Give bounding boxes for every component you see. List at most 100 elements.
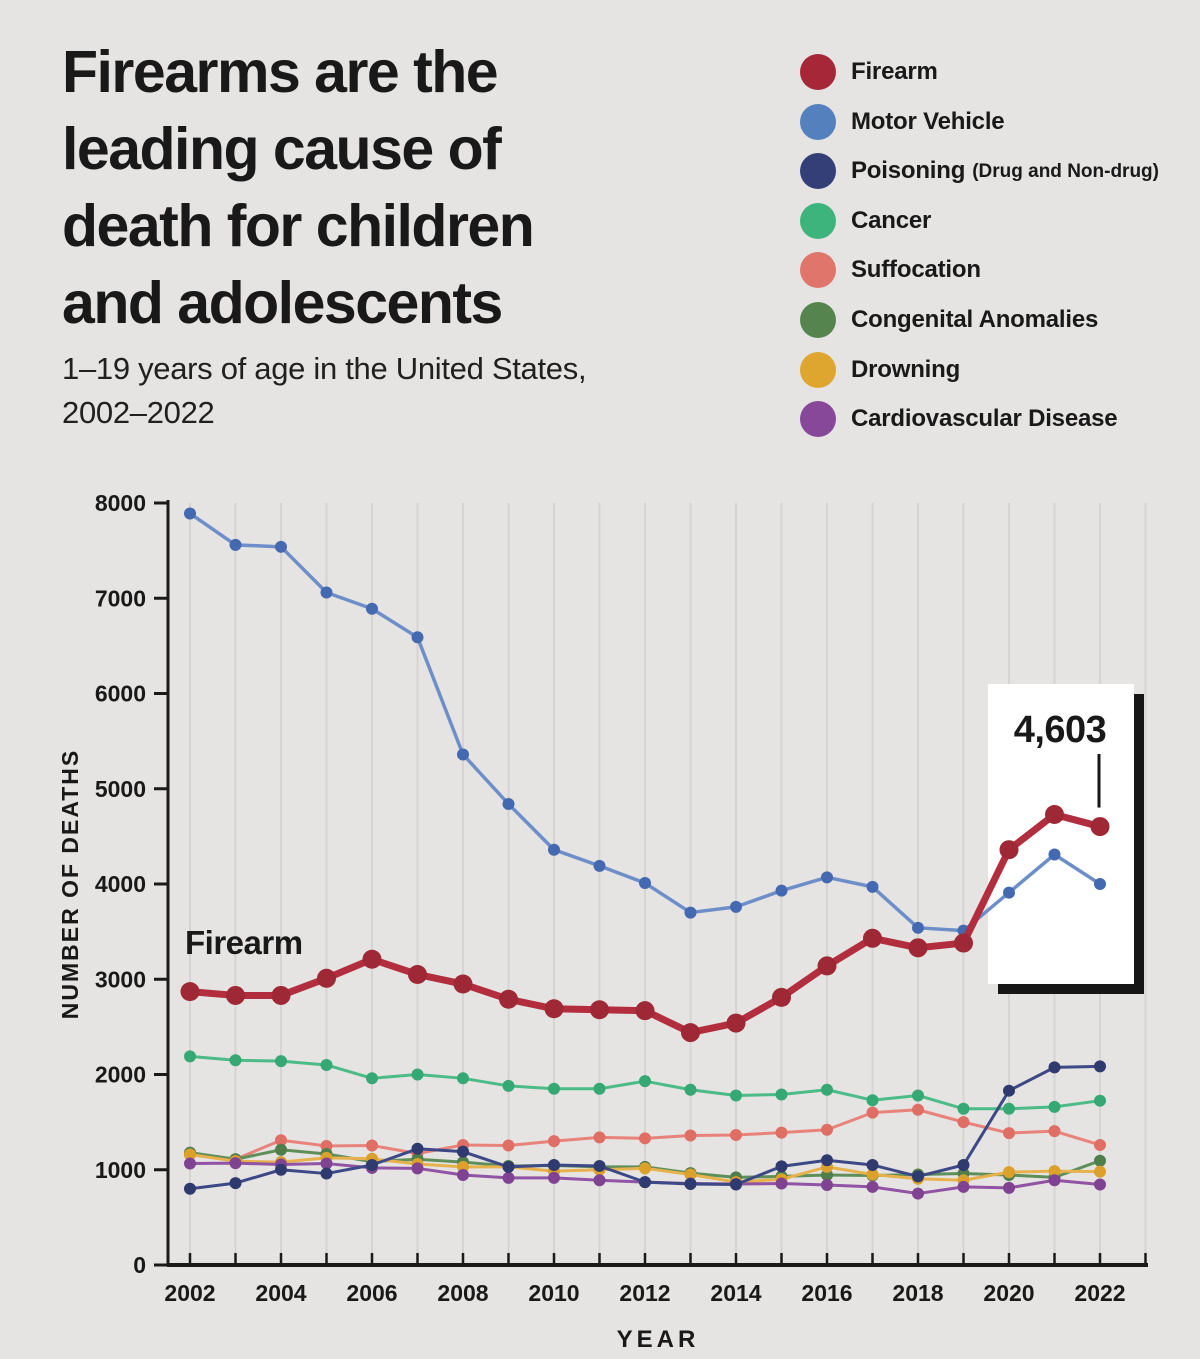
- series-dot-cardiovascular-disease-2019: [957, 1180, 970, 1193]
- series-dot-motor-vehicle-2008: [457, 748, 469, 761]
- series-dot-poisoning-drug-and-non-drug-2008: [457, 1145, 469, 1158]
- series-dot-suffocation-2018: [912, 1103, 924, 1116]
- series-dot-motor-vehicle-2020: [1003, 886, 1015, 899]
- y-tick-label: 3000: [95, 966, 146, 992]
- series-dot-motor-vehicle-2005: [320, 586, 333, 599]
- series-dot-firearm-2009: [499, 989, 518, 1009]
- page-subtitle: 1–19 years of age in the United States, 2…: [62, 347, 587, 435]
- series-dot-firearm-2006: [362, 949, 382, 969]
- series-dot-cancer-2021: [1048, 1100, 1061, 1113]
- legend-label: Motor Vehicle: [851, 107, 1005, 135]
- x-tick-label: 2010: [528, 1280, 579, 1306]
- x-tick-label: 2012: [619, 1280, 670, 1306]
- y-tick-label: 7000: [95, 585, 146, 611]
- series-dot-motor-vehicle-2017: [866, 880, 879, 893]
- legend: Firearm Motor Vehicle Poisoning (Drug and N…: [800, 54, 1159, 451]
- series-dot-suffocation-2010: [548, 1135, 560, 1148]
- series-dot-poisoning-drug-and-non-drug-2017: [866, 1158, 879, 1171]
- series-dot-poisoning-drug-and-non-drug-2004: [275, 1163, 287, 1176]
- series-dot-cardiovascular-disease-2002: [184, 1157, 196, 1170]
- series-dot-cardiovascular-disease-2022: [1094, 1178, 1106, 1191]
- series-dot-cancer-2022: [1094, 1094, 1106, 1107]
- series-dot-poisoning-drug-and-non-drug-2020: [1003, 1084, 1015, 1097]
- legend-item-drowning: Drowning: [800, 351, 1159, 388]
- x-tick-label: 2002: [164, 1280, 215, 1306]
- series-dot-suffocation-2022: [1094, 1138, 1106, 1151]
- series-dot-drowning-2021: [1048, 1165, 1061, 1178]
- series-dot-cancer-2014: [730, 1089, 742, 1102]
- series-dot-motor-vehicle-2004: [275, 540, 287, 553]
- series-dot-poisoning-drug-and-non-drug-2006: [366, 1158, 378, 1171]
- series-dot-motor-vehicle-2015: [775, 884, 788, 897]
- legend-sublabel: (Drug and Non-drug): [972, 161, 1159, 183]
- series-dot-firearm-2003: [226, 985, 245, 1005]
- title-line: Firearms are the: [62, 39, 499, 105]
- callout-value: 4,603: [1014, 709, 1107, 751]
- y-axis-title: NUMBER OF DEATHS: [57, 749, 83, 1020]
- series-dot-poisoning-drug-and-non-drug-2021: [1048, 1061, 1061, 1074]
- legend-label: Cardiovascular Disease: [851, 405, 1118, 433]
- series-dot-suffocation-2014: [730, 1128, 742, 1141]
- title-line: death for children: [62, 193, 535, 259]
- series-dot-firearm-2002: [180, 982, 200, 1002]
- legend-item-suffocation: Suffocation: [800, 252, 1159, 289]
- series-dot-motor-vehicle-2022: [1094, 878, 1106, 890]
- inline-series-label: Firearm: [185, 924, 303, 961]
- series-dot-cardiovascular-disease-2009: [502, 1171, 515, 1184]
- series-dot-cancer-2007: [411, 1068, 424, 1081]
- legend-label: Drowning: [851, 355, 961, 383]
- series-dot-cancer-2004: [275, 1055, 287, 1068]
- series-dot-motor-vehicle-2013: [684, 906, 697, 919]
- title-line: leading cause of: [62, 116, 502, 182]
- series-dot-firearm-2004: [271, 985, 291, 1005]
- series-dot-poisoning-drug-and-non-drug-2009: [502, 1160, 515, 1173]
- series-dot-suffocation-2011: [593, 1131, 606, 1144]
- series-dot-poisoning-drug-and-non-drug-2022: [1094, 1060, 1106, 1073]
- series-dot-suffocation-2016: [821, 1123, 833, 1136]
- x-tick-label: 2020: [983, 1280, 1034, 1306]
- series-dot-suffocation-2020: [1003, 1127, 1015, 1140]
- series-dot-poisoning-drug-and-non-drug-2012: [639, 1176, 651, 1189]
- series-dot-suffocation-2006: [366, 1139, 378, 1152]
- series-dot-suffocation-2019: [957, 1116, 970, 1129]
- series-dot-cancer-2012: [639, 1075, 651, 1088]
- series-dot-cancer-2003: [229, 1054, 242, 1067]
- subtitle-line: 1–19 years of age in the United States,: [62, 351, 587, 386]
- x-tick-label: 2006: [346, 1280, 397, 1306]
- series-dot-poisoning-drug-and-non-drug-2013: [684, 1178, 697, 1191]
- series-dot-poisoning-drug-and-non-drug-2002: [184, 1182, 196, 1195]
- series-dot-firearm-2013: [681, 1023, 700, 1043]
- series-dot-poisoning-drug-and-non-drug-2003: [229, 1177, 242, 1190]
- series-dot-congenital-anomalies-2004: [275, 1143, 287, 1156]
- x-tick-label: 2014: [710, 1280, 761, 1306]
- legend-swatch-icon: [800, 301, 836, 338]
- series-dot-motor-vehicle-2006: [366, 602, 378, 615]
- series-dot-poisoning-drug-and-non-drug-2019: [957, 1158, 970, 1171]
- legend-label: Congenital Anomalies: [851, 305, 1099, 333]
- series-dot-firearm-2019: [954, 933, 973, 953]
- series-dot-suffocation-2021: [1048, 1125, 1061, 1138]
- series-dot-motor-vehicle-2007: [411, 631, 424, 644]
- series-dot-cardiovascular-disease-2016: [821, 1178, 833, 1191]
- series-dot-poisoning-drug-and-non-drug-2018: [912, 1170, 924, 1183]
- series-dot-firearm-2014: [726, 1013, 746, 1033]
- series-dot-poisoning-drug-and-non-drug-2010: [548, 1158, 560, 1171]
- series-dot-motor-vehicle-2021: [1048, 848, 1061, 861]
- series-dot-firearm-2021: [1045, 804, 1064, 824]
- series-dot-cardiovascular-disease-2008: [457, 1168, 469, 1181]
- series-dot-cancer-2009: [502, 1079, 515, 1092]
- legend-swatch-icon: [800, 351, 836, 388]
- x-tick-label: 2018: [892, 1280, 943, 1306]
- legend-swatch-icon: [800, 401, 836, 438]
- series-dot-motor-vehicle-2002: [184, 507, 196, 520]
- series-dot-cancer-2015: [775, 1088, 788, 1101]
- series-dot-cancer-2011: [593, 1082, 606, 1095]
- series-dot-cardiovascular-disease-2007: [411, 1162, 424, 1175]
- series-dot-cardiovascular-disease-2005: [320, 1157, 333, 1170]
- series-dot-firearm-2022: [1090, 817, 1110, 837]
- series-dot-motor-vehicle-2014: [730, 900, 742, 913]
- legend-label: Suffocation: [851, 256, 981, 284]
- series-dot-cardiovascular-disease-2018: [912, 1187, 924, 1200]
- legend-swatch-icon: [800, 202, 836, 239]
